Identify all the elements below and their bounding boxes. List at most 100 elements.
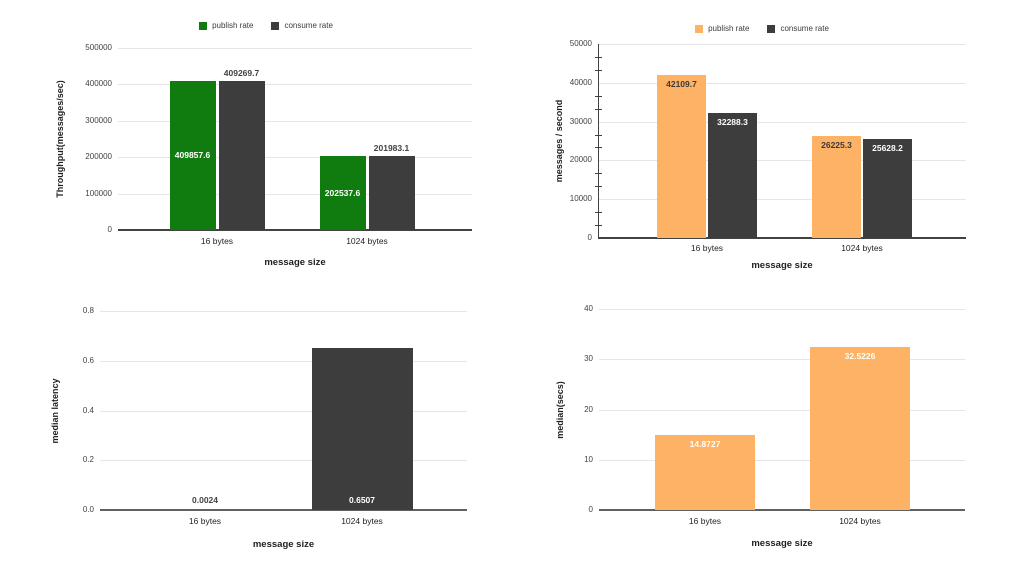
x-axis-title: message size: [751, 260, 813, 271]
chart-messages-per-second: 50000 40000 30000 20000 10000 0 messages / sec…: [512, 0, 1024, 288]
y-axis-minor-tick: [595, 108, 602, 110]
y-tick-label: 40: [584, 304, 593, 313]
x-tick-label: 16 bytes: [690, 243, 724, 253]
y-axis-line: [598, 44, 599, 238]
y-tick-label: 200000: [85, 152, 112, 162]
legend-label: publish rate: [708, 24, 750, 33]
x-axis-line: [100, 509, 467, 511]
x-axis-line: [598, 237, 966, 239]
bar-consume-rate-16-bytes: [708, 112, 757, 238]
y-axis-title: messages / second: [554, 99, 564, 183]
y-axis-minor-tick: [595, 212, 602, 214]
bar-value-label: 32288.3: [717, 116, 748, 127]
bar-value-label: 201983.1: [373, 143, 410, 154]
y-tick-label: 0.4: [82, 405, 94, 415]
gridline: [599, 409, 965, 411]
gridline: [598, 82, 966, 84]
gridline: [598, 121, 966, 123]
bar-value-label: 0.6507: [349, 495, 375, 505]
y-tick-label: 0: [587, 233, 592, 242]
x-tick-label: 16 bytes: [200, 236, 234, 246]
bar-publish-rate-1024-bytes: [812, 136, 861, 238]
gridline: [598, 199, 966, 201]
legend-label: publish rate: [212, 21, 254, 30]
x-tick-label: 16 bytes: [188, 516, 222, 526]
bar-publish-rate-1024-bytes: [810, 346, 910, 510]
gridline: [118, 84, 472, 86]
y-axis-minor-tick: [595, 56, 602, 58]
y-axis-minor-tick: [595, 134, 602, 136]
bar-value-label: 32.5226: [844, 350, 876, 361]
legend-label: consume rate: [780, 24, 829, 33]
gridline: [118, 48, 472, 49]
x-tick-label: 1024 bytes: [341, 516, 383, 526]
gridline: [118, 193, 472, 195]
chart-median-latency: 0.8 0.6 0.4 0.2 0.0 median latency message siz…: [0, 288, 512, 576]
gridline: [598, 44, 966, 45]
chart-median-secs: 40 30 20 10 0 median(secs) message size 16 byte…: [512, 288, 1024, 576]
y-axis-minor-tick: [595, 186, 602, 188]
gridline: [598, 160, 966, 162]
y-tick-label: 40000: [569, 77, 592, 87]
x-axis-title: message size: [751, 538, 813, 549]
y-tick-label: 10: [584, 454, 593, 464]
bar-value-label: 202537.6: [324, 188, 361, 199]
bar-value-label: 409857.6: [174, 150, 211, 161]
x-tick-label: 1024 bytes: [839, 516, 881, 526]
y-tick-label: 50000: [569, 39, 592, 48]
gridline: [118, 120, 472, 122]
y-axis-minor-tick: [595, 225, 602, 227]
y-axis-minor-tick: [595, 173, 602, 175]
y-tick-label: 0.6: [82, 355, 94, 365]
bar-publish-rate-16-bytes: [657, 74, 706, 238]
gridline: [100, 311, 467, 312]
x-tick-label: 1024 bytes: [346, 236, 388, 246]
legend-item-consume-rate: consume rate: [767, 24, 829, 34]
gridline: [100, 460, 467, 462]
y-tick-label: 300000: [85, 115, 112, 125]
bar-publish-rate-1024-bytes: [319, 156, 366, 230]
y-tick-label: 10000: [569, 194, 592, 204]
x-axis-line: [118, 229, 472, 231]
gridline: [599, 459, 965, 461]
x-tick-label: 16 bytes: [688, 516, 722, 526]
bar-consume-rate-1024-bytes: [368, 156, 415, 230]
y-tick-label: 100000: [85, 188, 112, 198]
bar-value-label: 42109.7: [666, 78, 697, 89]
bar-publish-rate-16-bytes: [169, 80, 216, 230]
gridline: [100, 360, 467, 362]
legend: publish rate consume rate: [632, 24, 892, 34]
y-tick-label: 500000: [85, 43, 112, 52]
y-axis-minor-tick: [595, 95, 602, 97]
y-axis-title: Throughput(messages/sec): [55, 80, 65, 198]
bar-consume-rate-1024-bytes: [863, 138, 912, 238]
x-axis-title: message size: [252, 539, 315, 550]
bar-value-label: 14.8727: [689, 439, 721, 450]
y-tick-label: 0: [588, 505, 593, 514]
y-axis-title: median(secs): [555, 380, 565, 439]
y-tick-label: 20: [584, 404, 593, 414]
y-tick-label: 0.0: [82, 505, 94, 514]
y-tick-label: 30000: [569, 116, 592, 126]
y-tick-label: 0.8: [82, 306, 94, 315]
legend-swatch-publish-rate: [695, 25, 704, 33]
legend-swatch-consume-rate: [767, 25, 776, 33]
y-tick-label: 30: [584, 354, 593, 364]
x-tick-label: 1024 bytes: [841, 243, 883, 253]
y-tick-label: 20000: [569, 155, 592, 165]
bar-consume-rate-1024-bytes: [311, 348, 413, 510]
y-axis-minor-tick: [595, 147, 602, 149]
y-tick-label: 0.2: [82, 455, 94, 465]
legend-item-publish-rate: publish rate: [695, 24, 749, 34]
legend: publish rate consume rate: [136, 21, 396, 31]
bar-value-label: 409269.7: [223, 68, 260, 79]
legend-swatch-publish-rate: [199, 22, 208, 30]
y-axis-minor-tick: [595, 69, 602, 71]
legend-item-consume-rate: consume rate: [271, 21, 333, 31]
x-axis-title: message size: [264, 257, 326, 268]
gridline: [599, 359, 965, 361]
bar-publish-rate-16-bytes: [655, 435, 755, 510]
bar-value-label: 25628.2: [872, 142, 903, 153]
gridline: [599, 309, 965, 310]
